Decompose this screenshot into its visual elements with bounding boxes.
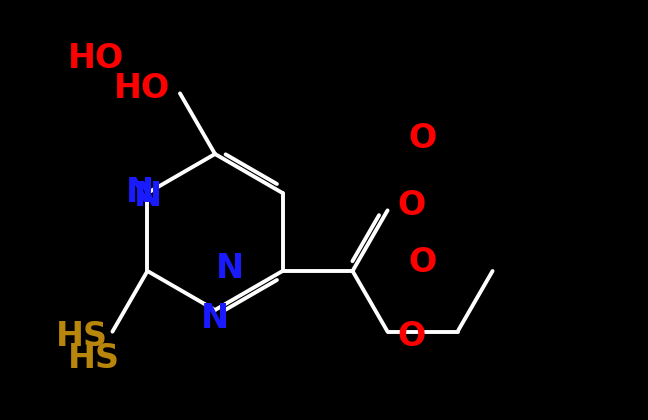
Text: HO: HO (68, 42, 124, 75)
Text: O: O (398, 189, 426, 222)
Text: HS: HS (68, 341, 120, 375)
Text: N: N (134, 179, 162, 213)
Text: O: O (408, 246, 436, 278)
Text: HO: HO (114, 72, 170, 105)
Text: HS: HS (56, 320, 108, 353)
Text: O: O (398, 320, 426, 353)
Text: N: N (125, 176, 154, 210)
Text: N: N (216, 252, 244, 284)
Text: O: O (408, 121, 436, 155)
Text: N: N (201, 302, 229, 334)
